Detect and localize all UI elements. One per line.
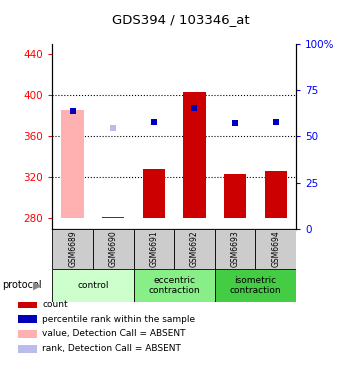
Bar xyxy=(18,315,37,323)
Bar xyxy=(215,269,296,302)
Text: ▶: ▶ xyxy=(33,280,42,291)
Bar xyxy=(215,229,255,269)
Text: percentile rank within the sample: percentile rank within the sample xyxy=(42,315,195,324)
Text: GSM6689: GSM6689 xyxy=(68,231,77,267)
Bar xyxy=(143,169,165,219)
Text: GSM6691: GSM6691 xyxy=(149,231,158,267)
Bar xyxy=(174,229,215,269)
Text: control: control xyxy=(77,281,109,290)
Bar xyxy=(52,229,93,269)
Text: GSM6690: GSM6690 xyxy=(109,231,118,267)
Text: rank, Detection Call = ABSENT: rank, Detection Call = ABSENT xyxy=(42,344,181,353)
Bar xyxy=(18,345,37,352)
Bar xyxy=(18,330,37,338)
Bar xyxy=(18,301,37,308)
Bar xyxy=(224,174,246,219)
Bar xyxy=(102,217,125,219)
Text: GSM6692: GSM6692 xyxy=(190,231,199,267)
Bar xyxy=(134,269,215,302)
Bar xyxy=(183,92,206,219)
Bar xyxy=(265,171,287,219)
Text: GSM6694: GSM6694 xyxy=(271,231,280,267)
Text: eccentric
contraction: eccentric contraction xyxy=(148,276,200,295)
Text: value, Detection Call = ABSENT: value, Detection Call = ABSENT xyxy=(42,329,186,339)
Text: GSM6693: GSM6693 xyxy=(231,231,240,267)
Bar xyxy=(52,269,134,302)
Text: isometric
contraction: isometric contraction xyxy=(230,276,281,295)
Bar xyxy=(61,110,84,219)
Text: protocol: protocol xyxy=(2,280,42,291)
Bar xyxy=(134,229,174,269)
Text: GDS394 / 103346_at: GDS394 / 103346_at xyxy=(112,13,249,26)
Bar xyxy=(93,229,134,269)
Bar xyxy=(256,229,296,269)
Text: count: count xyxy=(42,300,68,309)
